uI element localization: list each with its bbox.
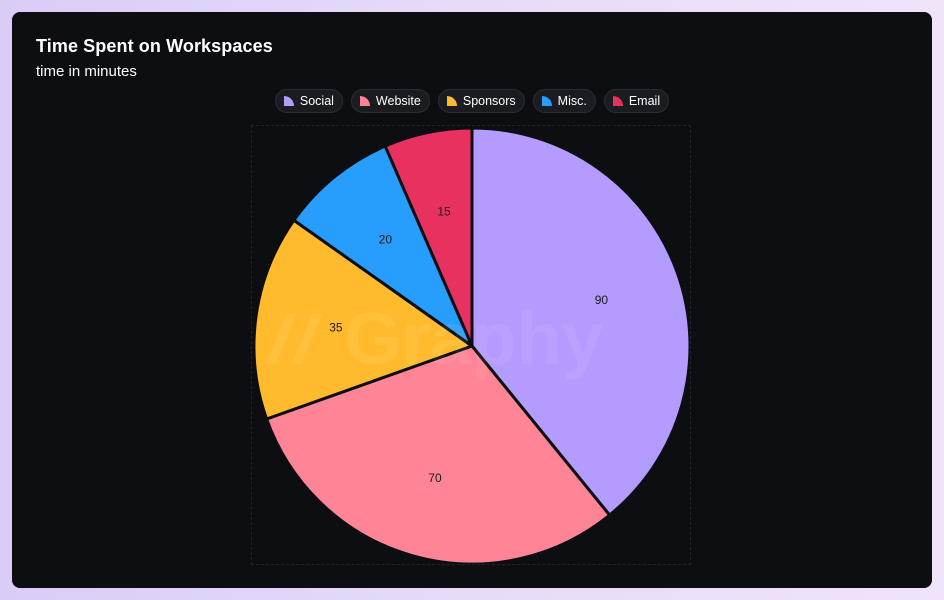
chart-card: Time Spent on Workspaces time in minutes… bbox=[12, 12, 932, 588]
pie-slice-email[interactable] bbox=[383, 126, 474, 348]
chart-subtitle: time in minutes bbox=[36, 63, 137, 80]
pie-slice-website[interactable] bbox=[265, 344, 612, 564]
pie-chart: 90 70 35 20 15 bbox=[252, 126, 690, 564]
chart-title: Time Spent on Workspaces bbox=[36, 36, 273, 56]
pie-slice-icon bbox=[359, 96, 370, 106]
data-label-email: 15 bbox=[437, 205, 451, 219]
legend-item-sponsors[interactable]: Sponsors bbox=[437, 89, 525, 113]
pie-slice-icon bbox=[283, 96, 294, 106]
legend: Social Website Sponsors Misc. Email bbox=[12, 89, 932, 113]
pie-slice-icon bbox=[541, 96, 552, 106]
legend-item-email[interactable]: Email bbox=[603, 89, 670, 113]
data-label-misc: 20 bbox=[379, 232, 393, 246]
legend-label: Sponsors bbox=[462, 94, 516, 108]
legend-label: Misc. bbox=[557, 94, 587, 108]
legend-item-misc[interactable]: Misc. bbox=[532, 89, 596, 113]
chart-plot-area: 90 70 35 20 15 bbox=[251, 125, 691, 565]
legend-item-website[interactable]: Website bbox=[350, 89, 430, 113]
legend-item-social[interactable]: Social bbox=[274, 89, 343, 113]
legend-label: Social bbox=[299, 94, 334, 108]
legend-label: Website bbox=[375, 94, 421, 108]
pie-slice-icon bbox=[612, 96, 623, 106]
data-label-sponsors: 35 bbox=[329, 320, 343, 334]
data-label-social: 90 bbox=[595, 293, 609, 307]
pie-slice-social[interactable] bbox=[470, 126, 690, 517]
pie-slice-icon bbox=[446, 96, 457, 106]
legend-label: Email bbox=[628, 94, 661, 108]
pie-slice-misc[interactable] bbox=[292, 144, 474, 348]
pie-slice-sponsors[interactable] bbox=[252, 218, 474, 421]
data-label-website: 70 bbox=[428, 471, 442, 485]
